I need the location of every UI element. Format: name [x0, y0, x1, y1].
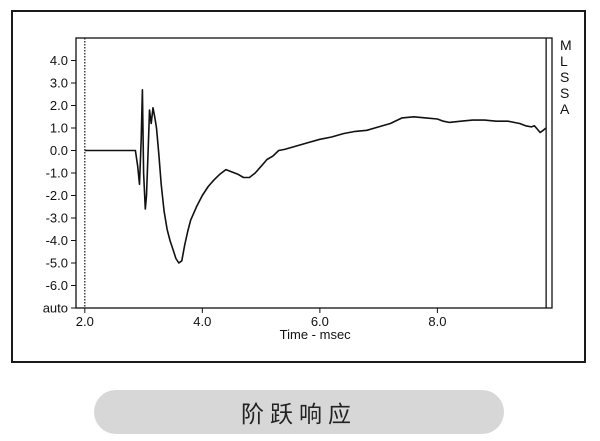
side-label-letter: S — [560, 85, 569, 101]
caption-text: 阶跃响应 — [241, 402, 357, 428]
caption-pill: 阶跃响应 — [94, 390, 504, 434]
x-tick-label: 4.0 — [193, 314, 211, 329]
side-label-letter: L — [560, 53, 568, 69]
x-tick-label: 8.0 — [428, 314, 446, 329]
x-tick-label: 6.0 — [311, 314, 329, 329]
y-tick-label: -1.0 — [46, 166, 68, 181]
step-response-chart: 4.0 3.0 2.0 1.0 0.0 -1.0 -2.0 -3.0 -4.0 -5.0 -6.0 a… — [43, 37, 572, 342]
y-tick-label: -5.0 — [46, 256, 68, 271]
y-tick-label: 3.0 — [50, 76, 68, 91]
y-tick-label: -6.0 — [46, 278, 68, 293]
y-tick-label: 2.0 — [50, 98, 68, 113]
y-tick-label: -4.0 — [46, 233, 68, 248]
side-label-letter: M — [560, 37, 572, 53]
side-label-letter: A — [560, 101, 570, 117]
y-tick-label: 1.0 — [50, 121, 68, 136]
y-tick-label: 0.0 — [50, 143, 68, 158]
x-tick-label: 2.0 — [76, 314, 94, 329]
y-tick-label: -2.0 — [46, 188, 68, 203]
series-line — [84, 89, 547, 264]
x-axis-title: Time - msec — [280, 327, 352, 342]
chart-frame: 4.0 3.0 2.0 1.0 0.0 -1.0 -2.0 -3.0 -4.0 -5.0 -6.0 a… — [11, 10, 586, 363]
y-tick-label: auto — [43, 301, 68, 316]
y-tick-label: 4.0 — [50, 53, 68, 68]
side-label-letter: S — [560, 69, 569, 85]
y-tick-label: -3.0 — [46, 211, 68, 226]
